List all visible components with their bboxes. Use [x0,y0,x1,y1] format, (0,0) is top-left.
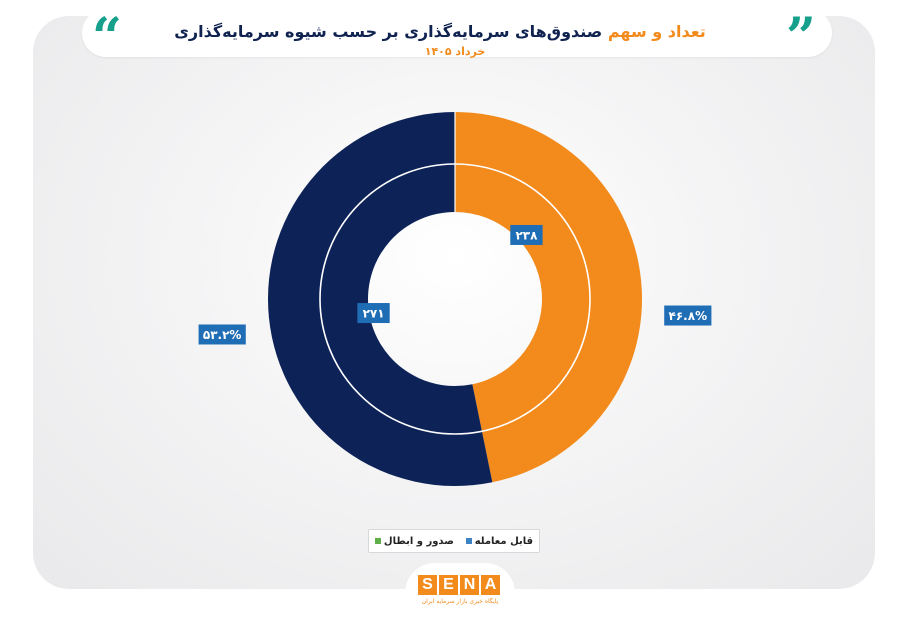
logo-letter: S [418,575,437,595]
count-label: ۲۷۱ [363,306,385,320]
count-label-box [357,303,390,324]
title-bar [82,9,832,57]
chart-title: تعداد و سهم صندوق‌های سرمایه‌گذاری بر حس… [120,22,760,41]
donut-slice[interactable] [267,112,493,486]
percent-label-box [198,324,246,345]
sena-logo: S E N A [418,575,500,595]
legend-label-tradable: قابل معامله [474,535,534,547]
donut-slice[interactable] [455,112,642,483]
count-label-box [510,224,543,245]
quote-left-icon: “ [92,7,122,68]
quote-right-icon: ” [786,7,816,68]
legend-label-issuance: صدور و ابطال [383,535,454,547]
logo-tagline: پایگاه خبری بازار سرمایه ایران [421,598,499,605]
legend-item-tradable[interactable]: قابل معامله [465,535,534,547]
logo-letter: E [439,575,458,595]
logo-letter: A [481,575,500,595]
chart-card [33,16,875,589]
legend-swatch-issuance [374,538,381,544]
percent-label: ۵۳.۲% [203,328,242,342]
chart-subtitle: خرداد ۱۴۰۵ [424,45,486,58]
chart-legend: قابل معامله صدور و ابطال [368,529,540,553]
percent-label-box [664,305,712,326]
legend-item-issuance[interactable]: صدور و ابطال [374,535,454,547]
legend-swatch-tradable [465,538,472,544]
percent-label: ۴۶.۸% [669,309,708,323]
count-label: ۲۳۸ [515,228,538,242]
title-highlight: تعداد و سهم [607,22,706,41]
title-main: صندوق‌های سرمایه‌گذاری بر حسب شیوه سرمای… [174,22,603,41]
logo-letter: N [460,575,479,595]
